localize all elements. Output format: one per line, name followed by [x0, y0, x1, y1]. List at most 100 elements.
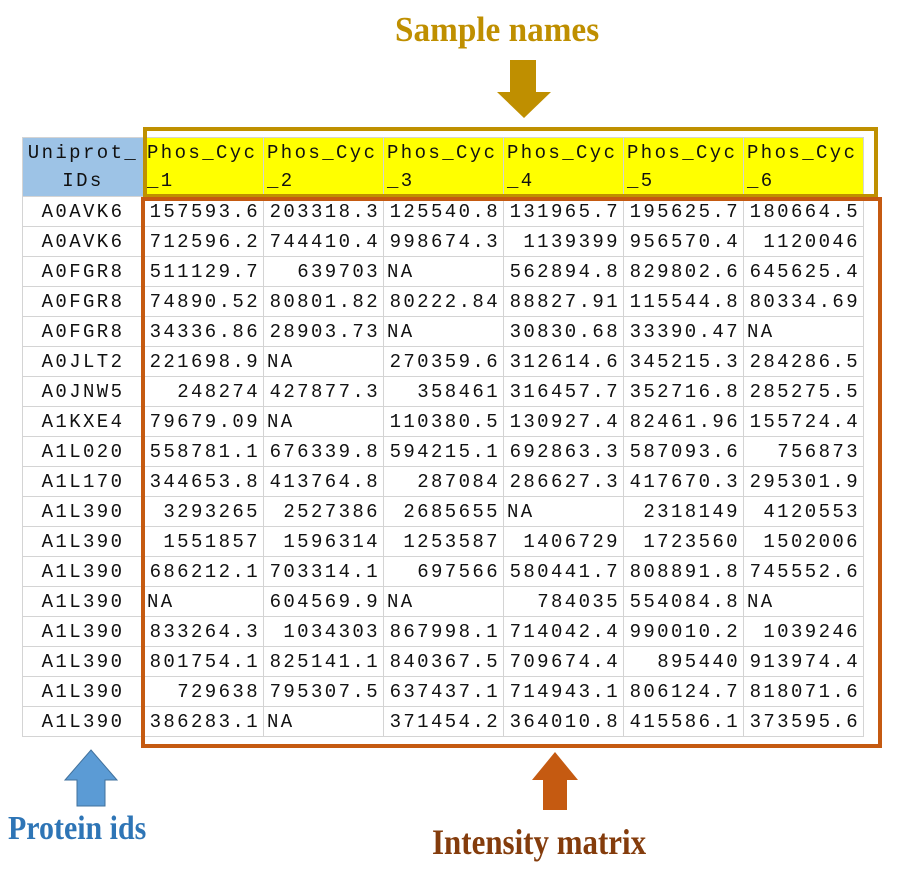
intensity-cell: 604569.9: [263, 586, 384, 617]
intensity-cell: 316457.7: [503, 376, 624, 407]
intensity-cell: 373595.6: [743, 706, 864, 737]
intensity-cell: 956570.4: [623, 226, 744, 257]
intensity-cell: 287084: [383, 466, 504, 497]
arrow-down-icon: [497, 60, 551, 118]
sample-names-label: Sample names: [395, 10, 600, 49]
intensity-cell: 580441.7: [503, 556, 624, 587]
protein-id-cell: A1L390: [22, 496, 144, 527]
table-row: A0JNW5 248274 427877.3 358461 316457.7 352716…: [22, 376, 864, 407]
intensity-cell: 33390.47: [623, 316, 744, 347]
intensity-cell: 417670.3: [623, 466, 744, 497]
table-row: A1L390 386283.1 NA 371454.2 364010.8 415586.1…: [22, 706, 864, 737]
protein-id-cell: A1KXE4: [22, 406, 144, 437]
intensity-cell: 286627.3: [503, 466, 624, 497]
intensity-cell: 712596.2: [143, 226, 264, 257]
intensity-cell: 745552.6: [743, 556, 864, 587]
intensity-cell: NA: [383, 316, 504, 347]
intensity-cell: 131965.7: [503, 196, 624, 227]
intensity-cell: 79679.09: [143, 406, 264, 437]
intensity-cell: 511129.7: [143, 256, 264, 287]
intensity-cell: 833264.3: [143, 616, 264, 647]
intensity-cell: 413764.8: [263, 466, 384, 497]
table-row: A1L390 1551857 1596314 1253587 1406729 172356…: [22, 526, 864, 557]
intensity-cell: NA: [383, 586, 504, 617]
intensity-cell: 115544.8: [623, 286, 744, 317]
intensity-cell: 806124.7: [623, 676, 744, 707]
intensity-cell: 998674.3: [383, 226, 504, 257]
intensity-cell: 270359.6: [383, 346, 504, 377]
intensity-cell: 639703: [263, 256, 384, 287]
intensity-cell: 714042.4: [503, 616, 624, 647]
intensity-cell: 1034303: [263, 616, 384, 647]
header-row: Uniprot_IDs Phos_Cyc_1 Phos_Cyc_2 Phos_Cyc…: [22, 137, 864, 197]
intensity-cell: 344653.8: [143, 466, 264, 497]
intensity-cell: 676339.8: [263, 436, 384, 467]
intensity-cell: 1502006: [743, 526, 864, 557]
table-row: A0FGR8 34336.86 28903.73 NA 30830.68 33390.47…: [22, 316, 864, 347]
intensity-cell: NA: [743, 316, 864, 347]
table-row: A1L390 729638 795307.5 637437.1 714943.1 8061…: [22, 676, 864, 707]
intensity-cell: 386283.1: [143, 706, 264, 737]
protein-id-cell: A1L390: [22, 526, 144, 557]
intensity-cell: 195625.7: [623, 196, 744, 227]
intensity-cell: 155724.4: [743, 406, 864, 437]
intensity-cell: 594215.1: [383, 436, 504, 467]
intensity-cell: 795307.5: [263, 676, 384, 707]
intensity-cell: NA: [383, 256, 504, 287]
protein-ids-label: Protein ids: [8, 810, 147, 847]
protein-id-cell: A0AVK6: [22, 226, 144, 257]
intensity-cell: 840367.5: [383, 646, 504, 677]
intensity-cell: 645625.4: [743, 256, 864, 287]
intensity-cell: 358461: [383, 376, 504, 407]
intensity-cell: 364010.8: [503, 706, 624, 737]
intensity-matrix-label: Intensity matrix: [432, 822, 647, 862]
intensity-cell: 284286.5: [743, 346, 864, 377]
table-row: A1L020 558781.1 676339.8 594215.1 692863.3 58…: [22, 436, 864, 467]
intensity-cell: NA: [263, 346, 384, 377]
intensity-cell: 1120046: [743, 226, 864, 257]
arrow-up-icon: [532, 752, 578, 810]
intensity-cell: NA: [143, 586, 264, 617]
intensity-cell: 1406729: [503, 526, 624, 557]
intensity-cell: 744410.4: [263, 226, 384, 257]
intensity-cell: 34336.86: [143, 316, 264, 347]
table-row: A1L390 686212.1 703314.1 697566 580441.7 8088…: [22, 556, 864, 587]
intensity-cell: 692863.3: [503, 436, 624, 467]
intensity-cell: 818071.6: [743, 676, 864, 707]
intensity-cell: 1551857: [143, 526, 264, 557]
protein-id-cell: A1L170: [22, 466, 144, 497]
spreadsheet-table: Uniprot_IDs Phos_Cyc_1 Phos_Cyc_2 Phos_Cyc…: [22, 137, 864, 737]
intensity-cell: 637437.1: [383, 676, 504, 707]
arrow-up-icon: [63, 749, 119, 807]
intensity-cell: 703314.1: [263, 556, 384, 587]
protein-id-cell: A1L390: [22, 706, 144, 737]
intensity-cell: 125540.8: [383, 196, 504, 227]
intensity-cell: 808891.8: [623, 556, 744, 587]
intensity-cell: 80222.84: [383, 286, 504, 317]
table-row: A1L390 801754.1 825141.1 840367.5 709674.4 89…: [22, 646, 864, 677]
sample-column-header: Phos_Cyc_1: [143, 137, 264, 197]
intensity-cell: 686212.1: [143, 556, 264, 587]
sample-column-header: Phos_Cyc_5: [623, 137, 744, 197]
intensity-cell: 714943.1: [503, 676, 624, 707]
protein-id-cell: A0FGR8: [22, 256, 144, 287]
intensity-cell: 221698.9: [143, 346, 264, 377]
intensity-cell: 415586.1: [623, 706, 744, 737]
table-row: A1KXE4 79679.09 NA 110380.5 130927.4 82461.96…: [22, 406, 864, 437]
intensity-cell: 3293265: [143, 496, 264, 527]
intensity-cell: 130927.4: [503, 406, 624, 437]
intensity-cell: 74890.52: [143, 286, 264, 317]
intensity-cell: 895440: [623, 646, 744, 677]
table-row: A1L390 3293265 2527386 2685655 NA 2318149 4120…: [22, 496, 864, 527]
intensity-cell: 88827.91: [503, 286, 624, 317]
intensity-cell: 801754.1: [143, 646, 264, 677]
sample-column-header: Phos_Cyc_3: [383, 137, 504, 197]
sample-column-header: Phos_Cyc_4: [503, 137, 624, 197]
intensity-cell: 352716.8: [623, 376, 744, 407]
intensity-cell: 784035: [503, 586, 624, 617]
protein-id-cell: A1L390: [22, 586, 144, 617]
table-row: A0AVK6 157593.6 203318.3 125540.8 131965.7 19…: [22, 196, 864, 227]
intensity-cell: 157593.6: [143, 196, 264, 227]
intensity-cell: NA: [503, 496, 624, 527]
